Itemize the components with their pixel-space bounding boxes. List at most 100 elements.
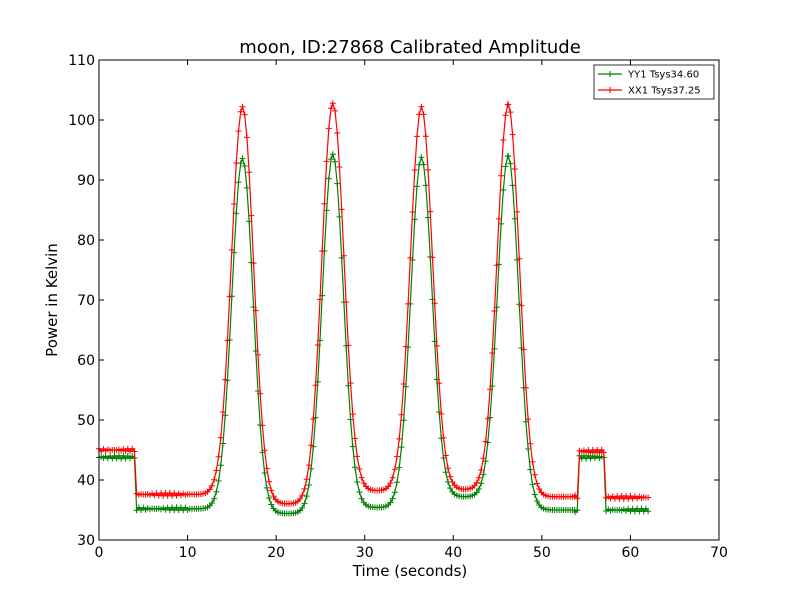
data-point <box>500 136 507 143</box>
legend-marker <box>607 87 613 93</box>
data-point <box>531 491 538 498</box>
data-point <box>394 479 401 486</box>
data-point <box>471 482 478 489</box>
data-point <box>303 493 310 500</box>
data-point <box>349 443 356 450</box>
data-point <box>323 158 330 165</box>
data-point <box>498 172 505 179</box>
data-point <box>509 182 516 189</box>
data-point <box>505 153 512 159</box>
data-point <box>305 482 312 489</box>
legend-label: YY1 Tsys34.60 <box>627 70 699 81</box>
data-point <box>429 254 436 261</box>
data-point <box>358 495 365 502</box>
data-point <box>527 466 534 473</box>
data-point <box>360 480 367 487</box>
data-point <box>345 342 352 349</box>
data-point <box>527 440 534 447</box>
x-tick-label: 10 <box>179 545 197 561</box>
data-point <box>440 434 447 441</box>
data-point <box>131 448 138 455</box>
data-point <box>237 108 244 115</box>
data-point <box>312 382 319 389</box>
data-point <box>321 200 328 207</box>
legend-label: XX1 Tsys37.25 <box>628 86 701 97</box>
data-point <box>420 161 427 168</box>
data-point <box>400 417 407 424</box>
data-point <box>574 507 581 514</box>
data-point <box>261 447 268 454</box>
x-tick-label: 60 <box>622 545 640 561</box>
data-point <box>502 163 509 170</box>
data-point <box>301 500 308 507</box>
data-point <box>418 103 425 110</box>
chart-title: moon, ID:27868 Calibrated Amplitude <box>239 37 581 58</box>
data-point <box>387 499 394 506</box>
data-point <box>297 495 304 502</box>
y-tick-label: 70 <box>77 293 95 309</box>
data-point <box>475 486 482 493</box>
data-point <box>254 351 261 358</box>
data-point <box>536 486 543 493</box>
x-tick-label: 70 <box>710 545 728 561</box>
data-point <box>224 337 231 344</box>
data-point <box>389 495 396 502</box>
data-point <box>206 486 213 493</box>
axes: 0 10 20 30 40 50 60 70 30 40 50 60 70 80 90 100 110 <box>68 53 728 561</box>
data-point <box>299 504 306 511</box>
data-point <box>356 466 363 473</box>
data-point <box>389 474 396 481</box>
data-point <box>299 492 306 499</box>
data-point <box>509 131 516 138</box>
data-point <box>442 469 449 476</box>
data-point <box>487 386 494 393</box>
data-point <box>502 112 509 119</box>
data-point <box>222 376 229 383</box>
data-point <box>250 260 257 267</box>
series-1 <box>96 151 652 517</box>
data-point <box>215 453 222 460</box>
data-point <box>314 342 321 349</box>
data-point <box>525 416 532 423</box>
data-point <box>427 208 434 215</box>
data-point <box>263 484 270 491</box>
data-point <box>351 464 358 471</box>
data-point <box>491 308 498 315</box>
data-point <box>233 210 240 217</box>
data-point <box>263 465 270 472</box>
data-point <box>425 166 432 173</box>
data-point <box>208 482 215 489</box>
data-point <box>213 467 220 474</box>
data-point <box>507 160 514 167</box>
data-point <box>436 380 443 387</box>
data-point <box>438 410 445 417</box>
x-tick-label: 50 <box>533 545 551 561</box>
data-point <box>301 485 308 492</box>
y-axis-label: Power in Kelvin <box>43 243 61 357</box>
data-point <box>533 497 540 504</box>
data-point <box>329 100 336 107</box>
data-point <box>422 133 429 140</box>
data-point <box>347 416 354 423</box>
data-point <box>478 466 485 473</box>
data-point <box>356 489 363 496</box>
plot-series <box>96 100 652 517</box>
x-axis-label: Time (seconds) <box>352 562 468 580</box>
data-point <box>270 493 277 500</box>
data-point <box>329 151 336 158</box>
data-point <box>480 455 487 462</box>
data-point <box>303 476 310 483</box>
data-point <box>645 508 652 515</box>
data-point <box>522 384 529 391</box>
data-point <box>518 302 525 309</box>
data-point <box>411 167 418 174</box>
data-point <box>391 466 398 473</box>
data-point <box>220 440 226 447</box>
data-point <box>409 208 416 215</box>
data-point <box>266 494 273 501</box>
data-point <box>228 246 235 253</box>
data-point <box>442 452 449 459</box>
data-point <box>413 183 420 190</box>
data-point <box>246 169 253 176</box>
